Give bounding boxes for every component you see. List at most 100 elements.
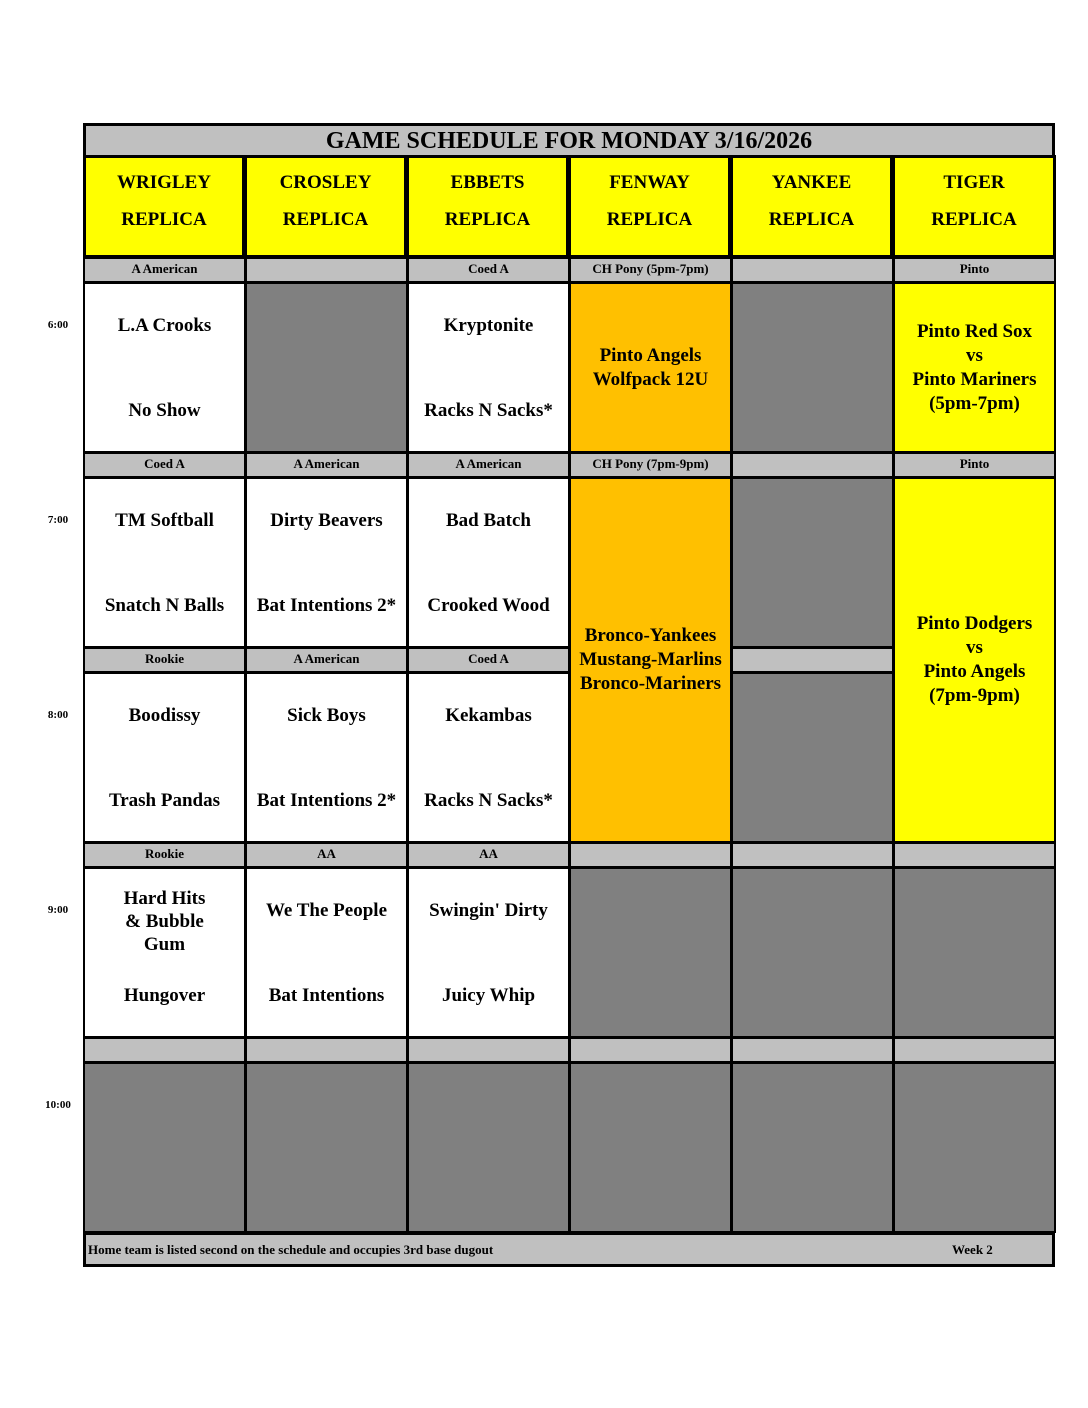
time-label: 9:00: [47, 904, 69, 916]
division-label: [893, 842, 1056, 868]
division-label: Coed A: [407, 647, 570, 673]
division-label: Pinto: [893, 257, 1056, 283]
home-team: Juicy Whip: [441, 985, 536, 1006]
division-label: CH Pony (5pm-7pm): [569, 257, 732, 283]
away-team: Kekambas: [445, 705, 532, 726]
unused-slot: [569, 1062, 732, 1233]
footer: Home team is listed second on the schedu…: [83, 1232, 1055, 1267]
home-team: Bat Intentions: [268, 985, 385, 1006]
event-line: Pinto Angels: [599, 344, 702, 366]
away-team: We The People: [265, 900, 388, 921]
division-label: AA: [407, 842, 570, 868]
division-label: A American: [245, 452, 408, 478]
division-label: Rookie: [83, 842, 246, 868]
unused-slot: [731, 282, 894, 453]
division-label: A American: [407, 452, 570, 478]
event-line: Bronco-Mariners: [579, 673, 722, 694]
game-cell: TM Softball Snatch N Balls: [83, 477, 246, 648]
division-label: Coed A: [407, 257, 570, 283]
event-line: Wolfpack 12U: [592, 368, 709, 390]
division-label: A American: [83, 257, 246, 283]
home-team: Racks N Sacks*: [424, 400, 553, 421]
event-line: (7pm-9pm): [929, 685, 1020, 706]
event-block: Pinto Red Sox vs Pinto Mariners (5pm-7pm): [893, 282, 1056, 453]
field-sub: REPLICA: [768, 209, 855, 230]
home-team: Bat Intentions 2*: [256, 595, 397, 616]
unused-slot: [731, 477, 894, 648]
event-line: vs: [966, 344, 983, 366]
field-sub: REPLICA: [606, 209, 693, 230]
home-team: Racks N Sacks*: [424, 790, 553, 811]
unused-slot: [407, 1062, 570, 1233]
division-label: [407, 1037, 570, 1063]
game-cell: Kekambas Racks N Sacks*: [407, 672, 570, 843]
away-team: Sick Boys: [287, 705, 366, 726]
away-team: Kryptonite: [443, 315, 534, 336]
field-header-crosley: CROSLEY REPLICA: [244, 155, 407, 258]
week-label: Week 2: [952, 1242, 993, 1257]
field-header-wrigley: WRIGLEY REPLICA: [83, 155, 245, 258]
unused-slot: [731, 1062, 894, 1233]
event-line: Pinto Mariners: [912, 368, 1037, 390]
game-cell: Bad Batch Crooked Wood: [407, 477, 570, 648]
footer-note: Home team is listed second on the schedu…: [88, 1242, 494, 1257]
division-label: [731, 452, 894, 478]
home-team: Trash Pandas: [108, 790, 221, 811]
unused-slot: [893, 1062, 1056, 1233]
unused-slot: [569, 867, 732, 1038]
event-block: Pinto Angels Wolfpack 12U: [569, 282, 732, 453]
game-cell: Swingin' Dirty Juicy Whip: [407, 867, 570, 1038]
home-team: Bat Intentions 2*: [256, 790, 397, 811]
field-name: WRIGLEY: [117, 172, 211, 193]
division-label: CH Pony (7pm-9pm): [569, 452, 732, 478]
division-label: [569, 1037, 732, 1063]
field-header-tiger: TIGER REPLICA: [892, 155, 1056, 258]
unused-slot: [731, 672, 894, 843]
field-header-yankee: YANKEE REPLICA: [730, 155, 893, 258]
game-cell: Sick Boys Bat Intentions 2*: [245, 672, 408, 843]
away-team: Swingin' Dirty: [429, 900, 548, 921]
unused-slot: [245, 282, 408, 453]
away-team: Dirty Beavers: [270, 510, 383, 531]
game-cell: We The People Bat Intentions: [245, 867, 408, 1038]
field-name: TIGER: [943, 172, 1005, 193]
unused-slot: [893, 867, 1056, 1038]
event-line: Mustang-Marlins: [579, 649, 722, 670]
division-label: [245, 257, 408, 283]
field-name: EBBETS: [450, 172, 525, 193]
division-label: Pinto: [893, 452, 1056, 478]
event-block: Pinto Dodgers vs Pinto Angels (7pm-9pm): [893, 477, 1056, 843]
division-label: [245, 1037, 408, 1063]
time-label: 6:00: [47, 319, 69, 331]
division-label: AA: [245, 842, 408, 868]
division-label: [569, 842, 732, 868]
field-sub: REPLICA: [282, 209, 369, 230]
field-header-ebbets: EBBETS REPLICA: [406, 155, 569, 258]
time-label: 10:00: [45, 1099, 71, 1111]
game-cell: L.A Crooks No Show: [83, 282, 246, 453]
field-name: FENWAY: [609, 172, 690, 193]
event-line: Bronco-Yankees: [584, 625, 717, 646]
home-team: Hungover: [123, 985, 206, 1006]
away-team: Hard Hits & Bubble Gum: [123, 888, 206, 955]
field-sub: REPLICA: [444, 209, 531, 230]
field-sub: REPLICA: [931, 209, 1017, 230]
home-team: No Show: [128, 400, 201, 421]
division-label: [893, 1037, 1056, 1063]
field-header-fenway: FENWAY REPLICA: [568, 155, 731, 258]
game-cell: Hard Hits & Bubble Gum Hungover: [83, 867, 246, 1038]
schedule-title: GAME SCHEDULE FOR MONDAY 3/16/2026: [83, 123, 1055, 158]
away-team: TM Softball: [115, 510, 214, 531]
away-team: L.A Crooks: [117, 315, 212, 336]
away-team: Boodissy: [128, 705, 201, 726]
field-sub: REPLICA: [121, 209, 207, 230]
event-line: Pinto Dodgers: [916, 613, 1033, 634]
event-line: Pinto Red Sox: [916, 320, 1033, 342]
time-label: 8:00: [47, 709, 69, 721]
away-team: Bad Batch: [446, 510, 531, 531]
division-label: [731, 647, 894, 673]
field-name: CROSLEY: [279, 172, 372, 193]
game-cell: Boodissy Trash Pandas: [83, 672, 246, 843]
division-label: A American: [245, 647, 408, 673]
